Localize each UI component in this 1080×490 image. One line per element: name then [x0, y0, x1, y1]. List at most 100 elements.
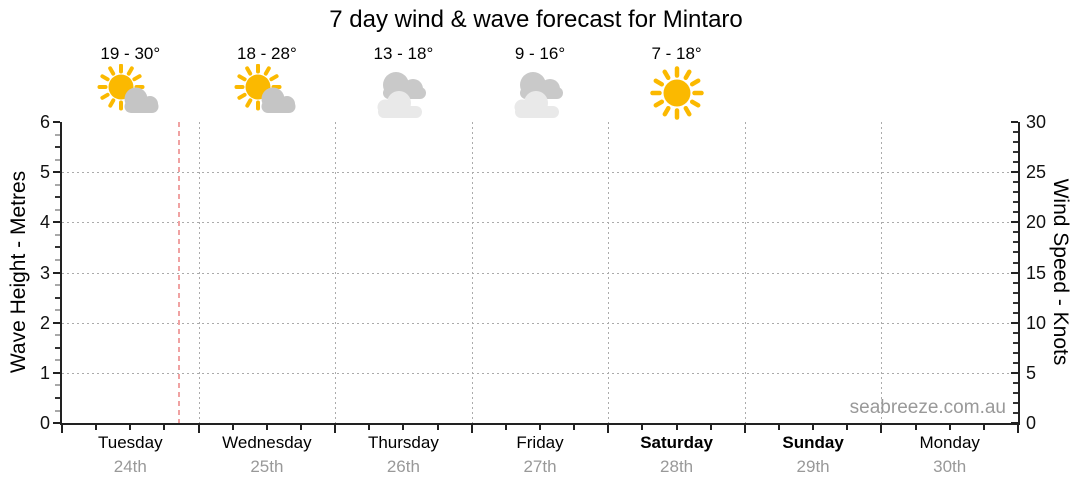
wind-axis-major-tick — [1011, 171, 1018, 174]
wave-axis-tick-label: 2 — [39, 312, 50, 333]
day-date-thursday: 26th — [386, 457, 420, 476]
wind-axis-tick-label: 10 — [1026, 312, 1047, 333]
wave-axis-minor-tick — [55, 309, 60, 312]
day-boundary-major-tick — [607, 425, 610, 433]
wave-axis-minor-tick — [55, 346, 60, 349]
wave-axis-major-tick — [53, 221, 60, 224]
day-boundary-major-tick — [61, 425, 63, 433]
wave-axis-minor-tick — [55, 384, 60, 387]
right-axis-line — [1018, 122, 1020, 425]
wind-axis-minor-tick — [1013, 261, 1018, 264]
left-axis-line — [60, 122, 62, 425]
wave-axis-minor-tick — [55, 208, 60, 211]
wind-axis-tick-label: 15 — [1026, 262, 1047, 283]
wave-axis-major-tick — [53, 271, 60, 274]
wind-axis-minor-tick — [1013, 251, 1018, 254]
day-minor-tick — [846, 425, 849, 430]
day-name-wednesday: Wednesday — [222, 433, 312, 452]
day-minor-tick — [948, 425, 951, 430]
wind-axis-minor-tick — [1013, 291, 1018, 294]
day-date-friday: 27th — [523, 457, 557, 476]
day-minor-tick — [265, 425, 268, 430]
temp-range-saturday: 7 - 18° — [651, 44, 702, 63]
day-minor-tick — [778, 425, 780, 430]
wind-axis-minor-tick — [1013, 151, 1018, 154]
wind-axis-minor-tick — [1013, 401, 1018, 404]
wind-axis-minor-tick — [1013, 231, 1018, 234]
wind-axis-minor-tick — [1013, 341, 1018, 344]
day-minor-tick — [300, 425, 302, 430]
wind-axis-minor-tick — [1013, 281, 1018, 284]
cloudy-icon — [514, 72, 563, 118]
sun-cloud-icon — [234, 64, 296, 113]
temp-range-friday: 9 - 16° — [514, 44, 566, 63]
wave-axis-minor-tick — [55, 334, 60, 337]
wave-axis-minor-tick — [55, 396, 60, 399]
day-boundary-major-tick — [743, 425, 746, 433]
sun-cloud-icon — [97, 64, 159, 113]
wind-axis-minor-tick — [1013, 301, 1018, 304]
wind-axis-minor-tick — [1013, 412, 1018, 414]
wave-axis-minor-tick — [55, 233, 60, 236]
seabreeze-watermark: seabreeze.com.au — [849, 397, 1006, 418]
wave-axis-tick-label: 0 — [39, 413, 50, 433]
wind-axis-minor-tick — [1013, 351, 1018, 354]
sunny-icon — [649, 66, 704, 120]
wind-axis-major-tick — [1011, 422, 1018, 424]
wave-height-gridline — [62, 272, 1018, 274]
wave-axis-major-tick — [53, 422, 60, 424]
wave-axis-minor-tick — [55, 259, 60, 261]
day-minor-tick — [812, 425, 815, 430]
temp-range-wednesday: 18 - 28° — [237, 44, 297, 63]
wave-height-gridline — [62, 322, 1018, 324]
wave-axis-tick-label: 1 — [39, 362, 50, 383]
temp-range-thursday: 13 - 18° — [373, 44, 434, 63]
day-minor-tick — [641, 425, 644, 430]
wave-height-gridline — [62, 372, 1018, 374]
wind-axis-minor-tick — [1013, 361, 1018, 364]
day-minor-tick — [402, 425, 405, 430]
wind-axis-minor-tick — [1013, 181, 1018, 184]
wave-axis-tick-label: 3 — [39, 262, 50, 283]
wave-axis-minor-tick — [55, 196, 60, 199]
wave-axis-minor-tick — [55, 133, 60, 136]
day-name-saturday: Saturday — [640, 433, 713, 452]
wave-axis-tick-label: 6 — [39, 112, 50, 132]
wind-axis-minor-tick — [1013, 381, 1018, 384]
day-minor-tick — [709, 425, 712, 430]
page-title: 7 day wind & wave forecast for Mintaro — [329, 6, 743, 33]
wind-axis-tick-label: 30 — [1026, 112, 1047, 132]
day-date-saturday: 28th — [660, 457, 694, 476]
wind-axis-minor-tick — [1013, 131, 1018, 133]
wave-axis-major-tick — [53, 121, 60, 123]
day-date-tuesday: 24th — [113, 457, 147, 476]
wave-axis-minor-tick — [55, 183, 60, 186]
day-minor-tick — [914, 425, 917, 430]
wave-axis-minor-tick — [55, 246, 60, 249]
wave-axis-tick-label: 5 — [39, 162, 50, 183]
wind-axis-minor-tick — [1013, 311, 1018, 314]
day-boundary-major-tick — [334, 425, 337, 433]
day-minor-tick — [368, 425, 371, 430]
wind-axis-tick-label: 25 — [1026, 162, 1047, 183]
day-date-monday: 30th — [933, 457, 967, 476]
day-minor-tick — [573, 425, 576, 430]
day-minor-tick — [675, 425, 678, 430]
wind-axis-minor-tick — [1013, 201, 1018, 204]
wave-axis-minor-tick — [55, 158, 60, 161]
wind-axis-minor-tick — [1013, 331, 1018, 334]
day-boundary-major-tick — [1017, 425, 1019, 433]
day-minor-tick — [129, 425, 132, 430]
day-minor-tick — [231, 425, 234, 430]
wind-axis-minor-tick — [1013, 191, 1018, 194]
wave-axis-minor-tick — [55, 146, 60, 149]
wind-axis-minor-tick — [1013, 241, 1018, 244]
wave-axis-minor-tick — [55, 409, 60, 412]
day-boundary-major-tick — [197, 425, 200, 433]
day-minor-tick — [95, 425, 98, 430]
day-name-tuesday: Tuesday — [98, 433, 163, 452]
day-boundary-major-tick — [880, 425, 883, 433]
day-boundary-major-tick — [470, 425, 473, 433]
wind-axis-minor-tick — [1013, 391, 1018, 394]
day-minor-tick — [982, 425, 985, 430]
